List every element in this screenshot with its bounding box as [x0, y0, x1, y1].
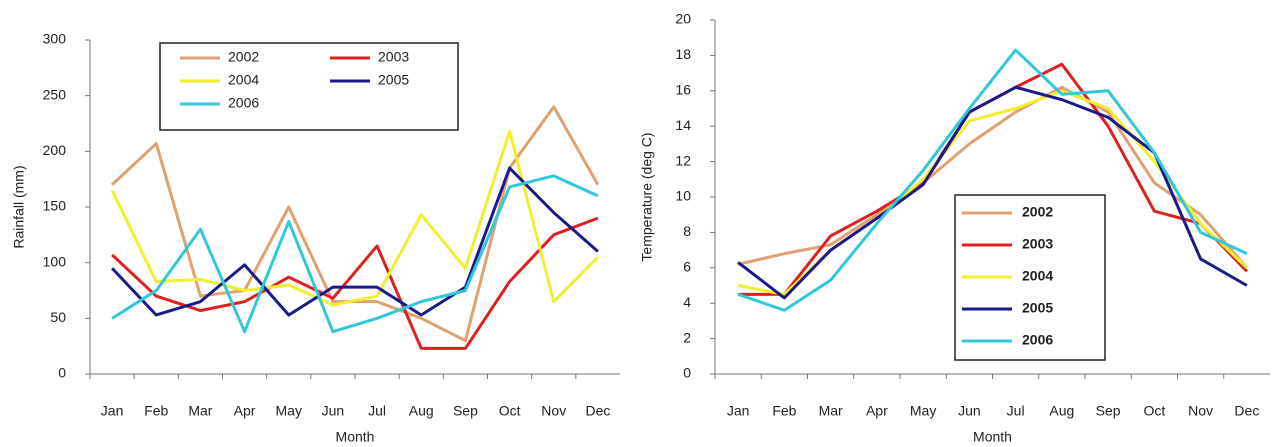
- y-tick-label: 300: [43, 31, 67, 47]
- y-tick-label: 10: [675, 188, 691, 204]
- y-tick-label: 8: [683, 223, 691, 239]
- x-tick-label: Jan: [727, 403, 750, 419]
- x-tick-label: Aug: [1049, 403, 1074, 419]
- y-tick-label: 20: [675, 11, 691, 27]
- x-tick-label: May: [910, 403, 936, 419]
- x-tick-label: Nov: [541, 403, 566, 419]
- series-line: [737, 48, 1248, 312]
- legend-label: 2002: [1022, 204, 1053, 220]
- x-tick-label: Feb: [144, 403, 168, 419]
- y-axis-title: Temperature (deg C): [639, 132, 655, 261]
- series-line: [110, 166, 599, 317]
- x-tick-label: Oct: [499, 403, 521, 419]
- y-tick-label: 12: [675, 152, 691, 168]
- x-axis-title: Month: [973, 429, 1012, 445]
- y-tick-label: 18: [675, 46, 691, 62]
- x-tick-label: Jan: [101, 403, 124, 419]
- y-tick-label: 0: [58, 365, 66, 381]
- x-tick-label: Dec: [1234, 403, 1259, 419]
- x-tick-label: Sep: [453, 403, 478, 419]
- y-tick-label: 2: [683, 329, 691, 345]
- legend-label: 2006: [228, 95, 259, 111]
- x-tick-label: Nov: [1188, 403, 1213, 419]
- legend-label: 2006: [1022, 332, 1053, 348]
- x-tick-label: Feb: [772, 403, 796, 419]
- y-tick-label: 14: [675, 117, 691, 133]
- x-axis-title: Month: [336, 429, 375, 445]
- legend-label: 2003: [1022, 236, 1053, 252]
- series-line: [111, 174, 599, 334]
- x-tick-label: Jul: [1007, 403, 1025, 419]
- legend-label: 2004: [228, 72, 259, 88]
- x-tick-label: Apr: [866, 403, 888, 419]
- series-line: [111, 216, 599, 350]
- x-tick-label: May: [276, 403, 302, 419]
- y-tick-label: 16: [675, 82, 691, 98]
- x-tick-label: Apr: [234, 403, 256, 419]
- x-tick-label: Jun: [322, 403, 345, 419]
- legend-label: 2003: [378, 49, 409, 65]
- x-tick-label: Aug: [409, 403, 434, 419]
- y-axis-title: Rainfall (mm): [11, 165, 27, 248]
- x-tick-label: Jul: [368, 403, 386, 419]
- y-tick-label: 150: [43, 198, 67, 214]
- y-tick-label: 250: [43, 86, 67, 102]
- y-tick-label: 4: [683, 294, 691, 310]
- x-tick-label: Mar: [819, 403, 843, 419]
- y-tick-label: 0: [683, 365, 691, 381]
- y-tick-label: 100: [43, 253, 67, 269]
- x-tick-label: Dec: [585, 403, 610, 419]
- y-tick-label: 200: [43, 142, 67, 158]
- y-tick-label: 50: [50, 309, 66, 325]
- legend-label: 2004: [1022, 268, 1053, 284]
- y-tick-label: 6: [683, 259, 691, 275]
- x-tick-label: Sep: [1096, 403, 1121, 419]
- x-tick-label: Oct: [1143, 403, 1165, 419]
- series-line: [110, 129, 599, 307]
- series-line: [737, 85, 1248, 300]
- legend-label: 2005: [378, 72, 409, 88]
- x-tick-label: Mar: [188, 403, 212, 419]
- legend-label: 2002: [228, 49, 259, 65]
- x-tick-label: Jun: [958, 403, 981, 419]
- legend-box: [159, 42, 459, 131]
- legend-label: 2005: [1022, 300, 1053, 316]
